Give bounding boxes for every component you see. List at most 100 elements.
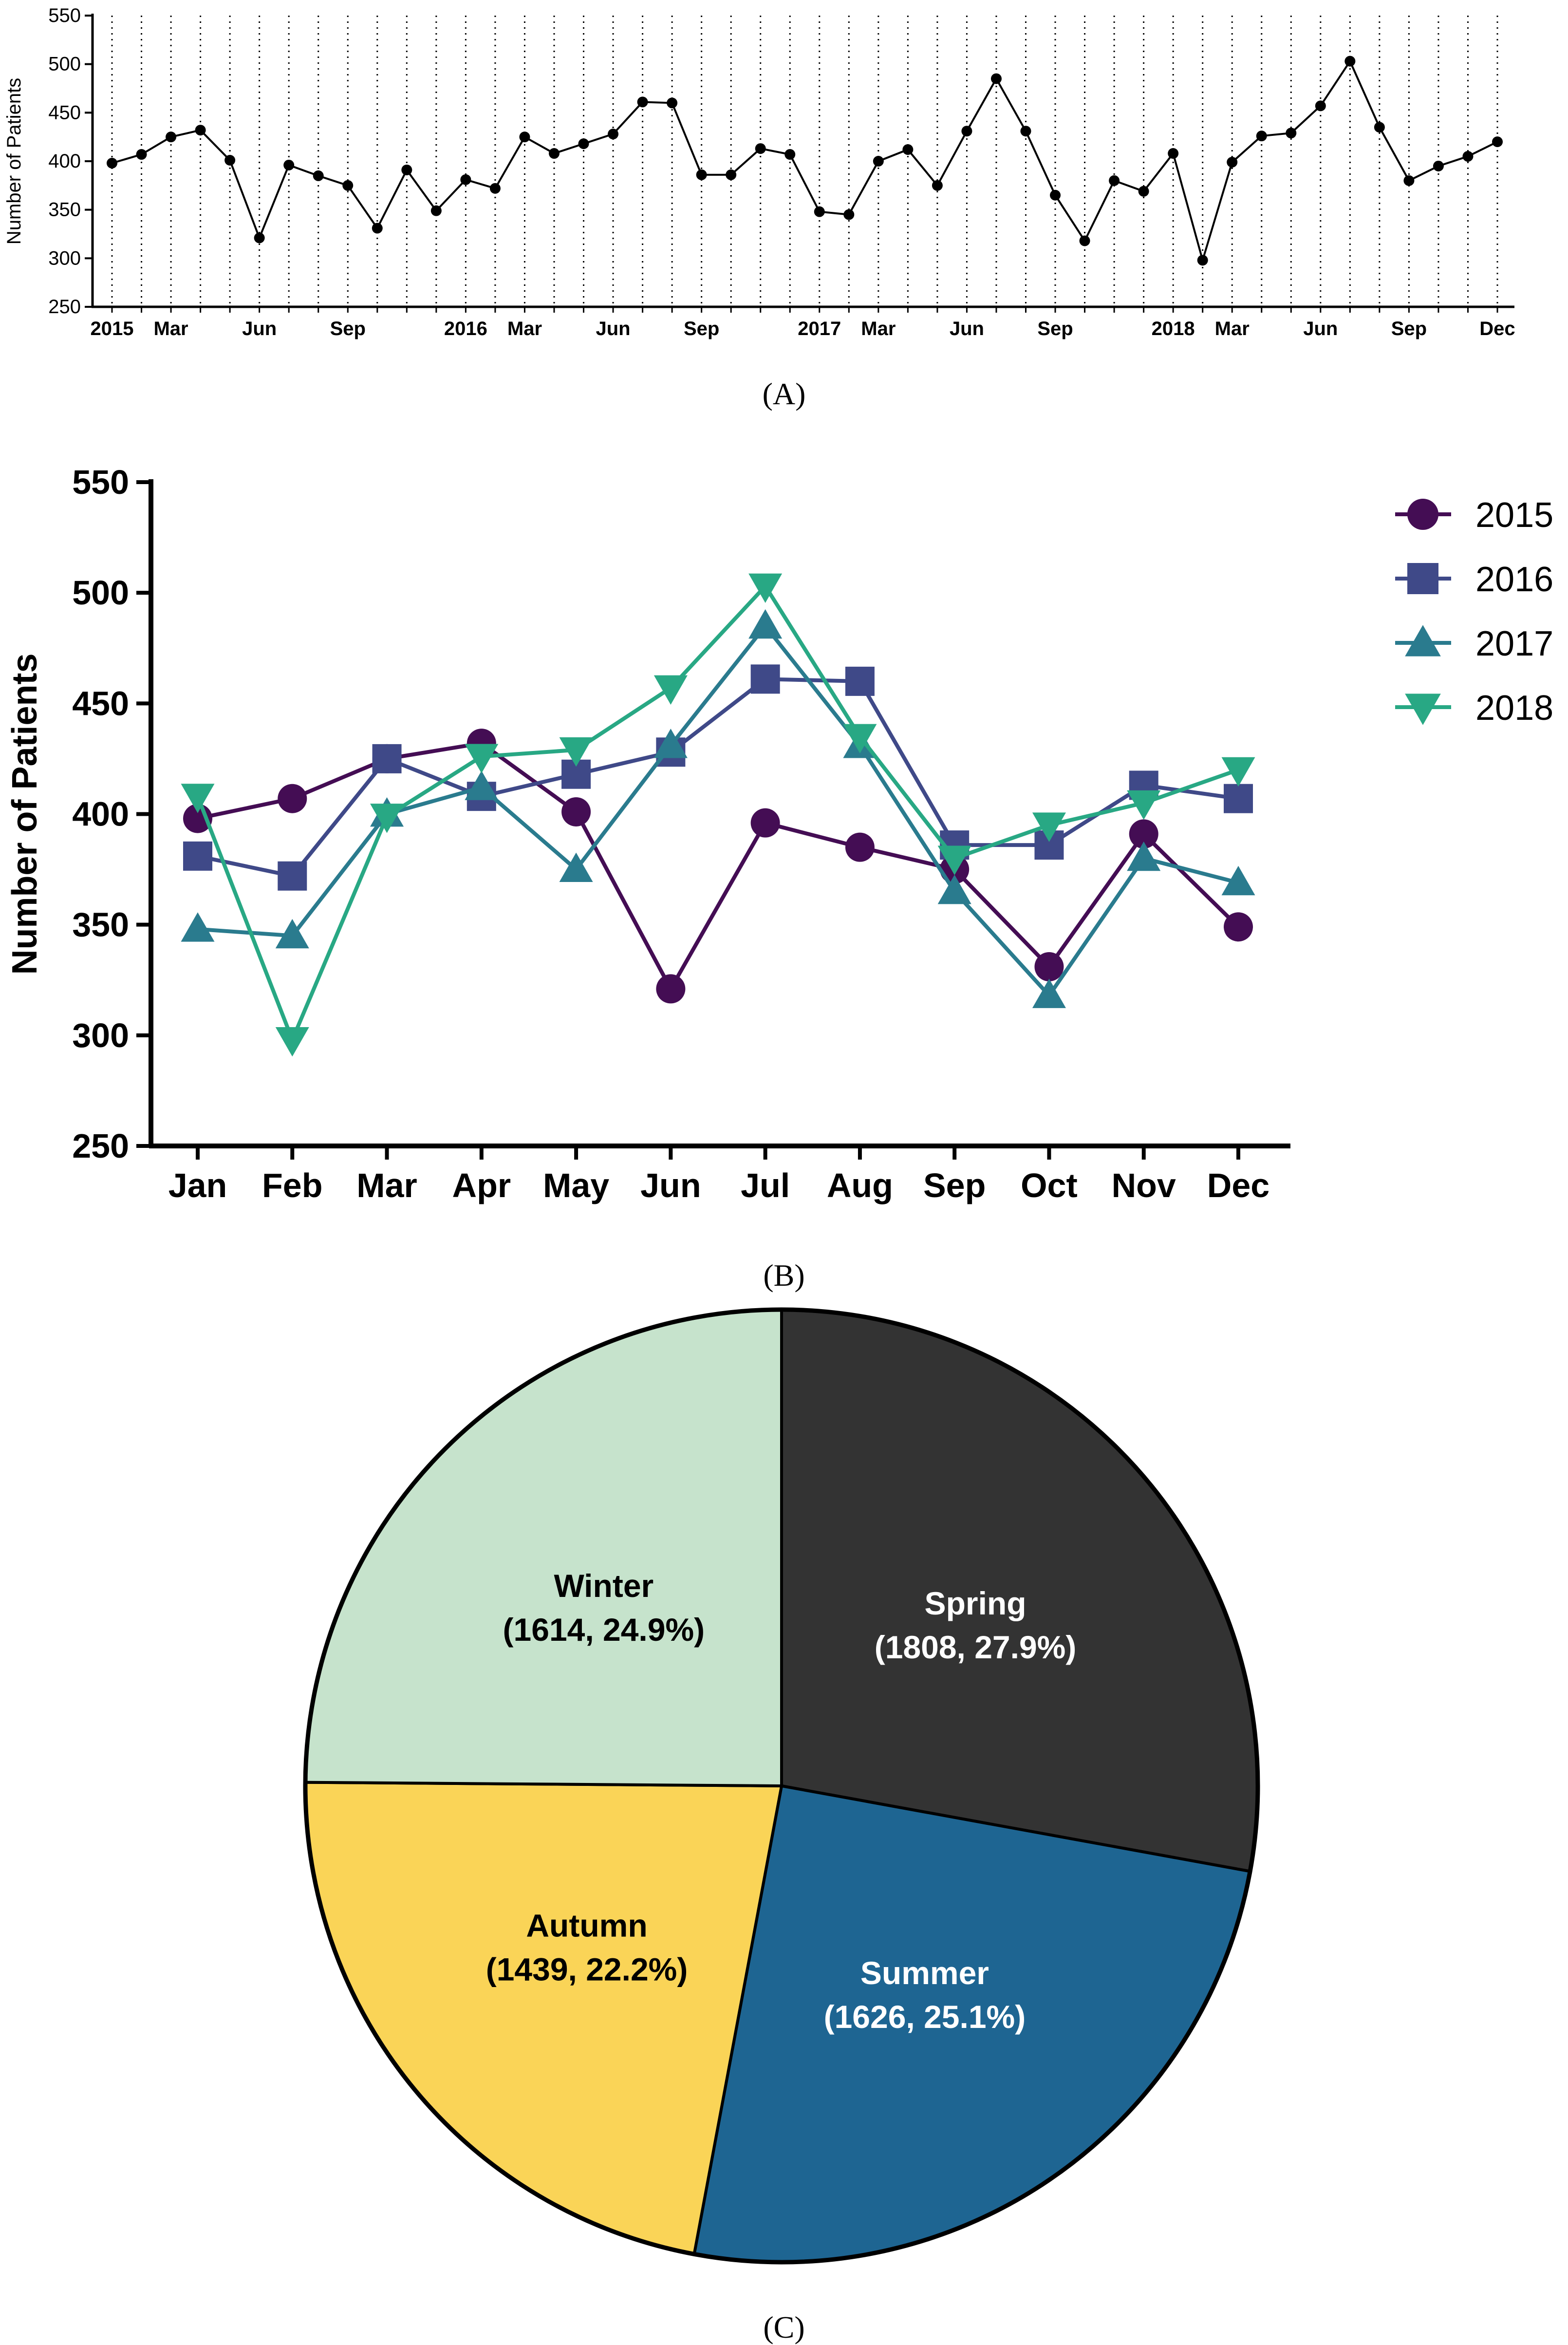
panel-b-point [561,797,591,826]
panel-a-point [608,129,619,140]
panel-b-point [1127,841,1161,871]
pie-value-summer: (1626, 25.1%) [824,1999,1026,2035]
panel-b-x-tick-label: Apr [452,1166,511,1204]
panel-b-point [465,744,499,773]
panel-c-label: (C) [763,2310,804,2345]
panel-b-x-tick-label: Aug [827,1166,893,1204]
panel-a-point [430,205,442,216]
legend-item-2015: 2015 [1395,496,1553,535]
panel-a-point [902,144,914,155]
panel-a-point [1020,126,1031,137]
panel-b-point [1224,784,1253,813]
panel-a-point [784,149,796,160]
panel-b-point [750,808,780,838]
panel-b-point [1221,757,1255,787]
panel-a-point [1433,160,1444,171]
panel-b-point [278,784,307,813]
panel-b-series-2015 [183,729,1253,1004]
pie-value-spring: (1808, 27.9%) [875,1629,1077,1665]
panel-b-series-line [196,583,1239,1045]
panel-a-point [1197,255,1208,266]
panel-b-y-tick-label: 400 [72,795,129,833]
panel-a-point [1079,235,1090,246]
panel-b-chart: 250 300 350 400 450 500 550 Number of Patients J… [5,463,1553,1204]
panel-a-chart: 250 300 350 400 450 500 550 Number of Patients 2… [3,5,1515,339]
panel-a-point [1109,175,1120,186]
panel-b-x-tick-label: Mar [356,1166,417,1204]
panel-b-point [181,912,215,942]
panel-a-point [401,164,412,175]
panel-a-x-tick-label: 2017 [798,318,841,339]
panel-a-x-tick-label: Mar [507,318,542,339]
panel-a-point [696,169,707,180]
panel-a-x-tick-label: Sep [1391,318,1427,339]
panel-b-point [937,875,971,904]
panel-b-y-tick-label: 450 [72,684,129,722]
panel-a-point [195,125,206,136]
panel-b-point [181,784,215,813]
panel-a-x-tick-label: Jun [596,318,630,339]
panel-a-x-tick-label: 2015 [91,318,134,339]
panel-a-point [1050,189,1061,201]
panel-a-point [1138,186,1149,197]
panel-b-y-tick-label: 350 [72,906,129,944]
panel-a-point [460,174,471,185]
panel-a-y-tick-label: 250 [48,296,81,318]
panel-a-x-tick-label: Sep [330,318,366,339]
legend-label: 2018 [1475,689,1553,728]
panel-a-point [489,183,501,194]
panel-a-y-tick-label: 500 [48,54,81,75]
panel-b-series-2017 [181,609,1255,1008]
panel-a-y-tick-label: 450 [48,102,81,123]
panel-a-point [637,96,648,108]
panel-b-point [370,804,404,833]
panel-b-point [278,861,307,891]
panel-b-point [845,832,875,862]
panel-b-point [1034,952,1064,981]
panel-b-point [1032,978,1066,1008]
panel-b-label: (B) [763,1258,804,1293]
panel-a-y-tick-label: 300 [48,247,81,269]
pie-label-summer: Summer [860,1955,989,1991]
pie-outline [303,1307,1260,2265]
panel-a-point [873,156,884,167]
panel-a-point [1462,151,1474,162]
panel-a-point [843,209,855,220]
legend-item-2017: 2017 [1395,624,1553,663]
panel-b-point [845,666,875,696]
pie-label-autumn: Autumn [526,1908,647,1944]
panel-a-x-tick-label: Mar [1215,318,1250,339]
panel-a-point [1344,56,1356,67]
legend-marker [1407,563,1438,594]
panel-b-point [656,974,686,1004]
panel-b-x-tick-label: Oct [1021,1166,1078,1204]
panel-a-x-tick-label: Mar [861,318,896,339]
panel-a-x-tick-label: Jun [950,318,984,339]
panel-b-point [937,845,971,875]
panel-b-point [275,919,309,949]
legend-label: 2015 [1475,496,1553,535]
panel-a-point [283,159,295,170]
panel-b-series-line [197,622,1239,999]
panel-b-y-tick-label: 550 [72,463,129,501]
panel-a-label: (A) [763,376,806,411]
legend-marker [1405,625,1441,657]
panel-a-x-tick-label: Dec [1479,318,1515,339]
pie-value-autumn: (1439, 22.2%) [486,1951,688,1988]
panel-b-point [748,573,783,603]
panel-b-x-tick-label: Sep [923,1166,986,1204]
panel-b-point [1032,812,1066,842]
panel-a-x-tick-label: Sep [684,318,719,339]
panel-a-point [519,131,530,143]
panel-b-x-tick-label: Jun [640,1166,701,1204]
panel-a-y-tick-label: 550 [48,5,81,26]
panel-a-point [578,138,589,150]
panel-a-point [1492,136,1503,148]
panel-a-y-tick-label: 350 [48,199,81,221]
panel-a-point [136,149,147,160]
legend-marker [1407,499,1438,530]
panel-a-x-tick-label: Mar [153,318,188,339]
panel-b-point [465,770,499,800]
panel-a-point [755,143,766,154]
